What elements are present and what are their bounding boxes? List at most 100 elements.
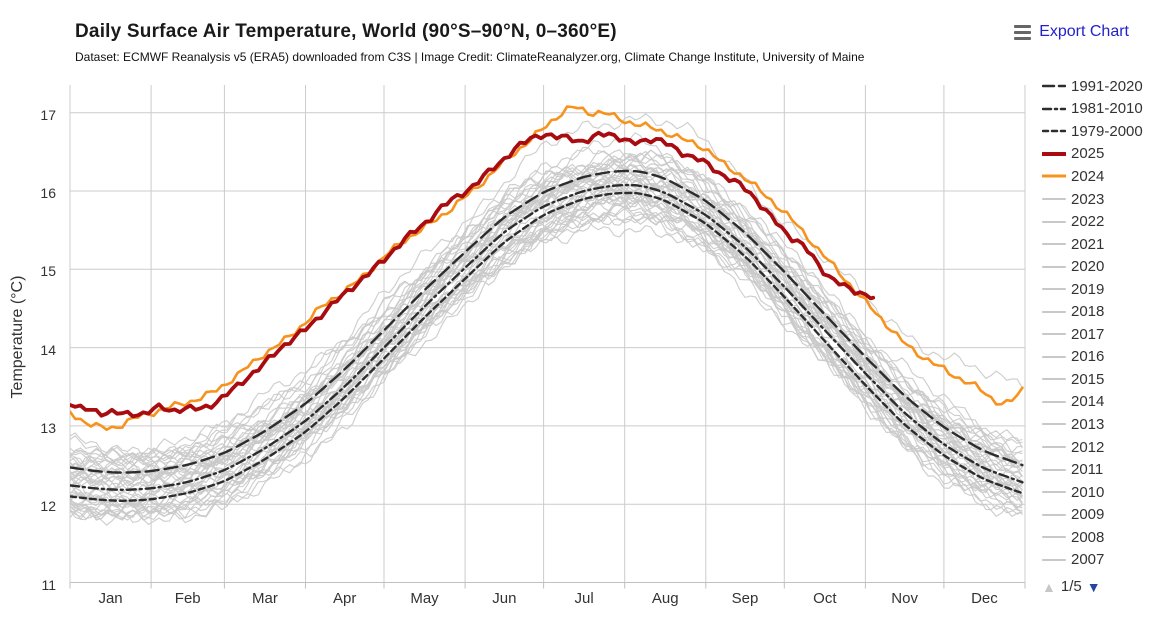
legend-swatch [1042,491,1066,494]
y-tick-label-14: 14 [40,341,56,358]
series-line-2025 [70,130,876,419]
chart-title: Daily Surface Air Temperature, World (90… [75,21,617,42]
legend-item-label: 2025 [1071,145,1105,163]
legend-swatch [1042,310,1066,313]
y-axis-title: Temperature (°C) [9,275,26,399]
legend-item-2015[interactable]: 2015 [1042,368,1150,391]
legend-swatch [1042,174,1066,178]
x-tick-label-Jan: Jan [98,590,123,607]
legend-swatch [1042,265,1066,268]
legend-item-label: 2007 [1071,551,1105,569]
legend-item-label: 2023 [1071,190,1105,208]
legend-swatch [1042,151,1066,156]
legend-swatch [1042,288,1066,291]
legend-item-2024[interactable]: 2024 [1042,165,1150,188]
legend-swatch [1042,355,1066,358]
legend-item-label: 2016 [1071,348,1105,366]
x-tick-label-May: May [410,590,439,607]
legend-item-label: 2013 [1071,415,1105,433]
legend-swatch [1042,130,1066,133]
legend-item-2014[interactable]: 2014 [1042,391,1150,414]
legend-item-2018[interactable]: 2018 [1042,300,1150,323]
legend-item-2007[interactable]: 2007 [1042,548,1150,571]
legend-item-2020[interactable]: 2020 [1042,255,1150,278]
legend-item-label: 2019 [1071,280,1105,298]
legend-swatch [1042,423,1066,426]
series-line-1979-2000 [70,191,1024,502]
legend-item-2011[interactable]: 2011 [1042,458,1150,481]
legend-item-2016[interactable]: 2016 [1042,346,1150,369]
legend-item-label: 2022 [1071,213,1105,231]
menu-icon [1014,24,1032,40]
legend-item-label: 2008 [1071,528,1105,546]
year-line-2005 [70,172,1023,477]
export-chart-button[interactable]: Export Chart [1014,23,1129,41]
legend-item-2012[interactable]: 2012 [1042,436,1150,459]
legend-item-2022[interactable]: 2022 [1042,210,1150,233]
year-line-2020 [70,132,1023,467]
legend-item-label: 2021 [1071,235,1105,253]
legend-item-label: 2011 [1071,461,1104,479]
legend-item-1981-2010[interactable]: 1981-2010 [1042,98,1150,121]
main-series-lines [70,105,1024,502]
year-line-1989 [70,199,1023,517]
legend-item-label: 1991-2020 [1071,77,1143,95]
legend-item-2013[interactable]: 2013 [1042,413,1150,436]
legend-swatch [1042,400,1066,403]
legend: 1991-2020 1981-2010 1979-2000 2025 2024 2023 2… [1042,75,1150,571]
x-tick-label-Jul: Jul [574,590,594,607]
legend-item-2019[interactable]: 2019 [1042,278,1150,301]
year-line-2010 [70,164,1023,480]
legend-page-indicator: 1/5 [1060,578,1082,595]
legend-swatch [1042,220,1066,223]
y-tick-label-15: 15 [40,263,56,280]
legend-swatch [1042,446,1066,449]
legend-item-label: 2009 [1071,506,1105,524]
legend-item-2023[interactable]: 2023 [1042,188,1150,211]
legend-swatch [1042,333,1066,336]
series-line-2024 [70,105,1024,431]
year-line-2009 [70,163,1023,487]
x-tick-label-Jun: Jun [492,590,517,607]
legend-swatch [1042,107,1066,111]
year-line-2015 [70,153,1023,471]
year-line-1982 [70,211,1023,524]
chart-subtitle: Dataset: ECMWF Reanalysis v5 (ERA5) down… [75,50,865,64]
legend-item-label: 2010 [1071,483,1105,501]
legend-swatch [1042,85,1066,88]
legend-swatch [1042,378,1066,381]
year-line-2022 [70,149,1023,468]
y-tick-label-13: 13 [40,419,56,436]
legend-item-label: 2018 [1071,303,1105,321]
export-chart-label: Export Chart [1039,23,1129,40]
year-line-1995 [70,189,1023,502]
legend-item-2017[interactable]: 2017 [1042,323,1150,346]
y-tick-label-17: 17 [40,106,56,123]
legend-item-2008[interactable]: 2008 [1042,526,1150,549]
year-line-1983 [70,193,1023,518]
legend-item-2025[interactable]: 2025 [1042,143,1150,166]
background-year-lines [70,113,1023,526]
year-line-2001 [70,170,1023,492]
legend-item-2010[interactable]: 2010 [1042,481,1150,504]
legend-page-up-icon[interactable]: ▲ [1042,578,1056,595]
legend-item-label: 1979-2000 [1071,122,1143,140]
x-tick-label-Sep: Sep [731,590,759,607]
legend-page-down-icon[interactable]: ▼ [1086,578,1101,595]
x-tick-label-Feb: Feb [174,590,201,607]
legend-item-2021[interactable]: 2021 [1042,233,1150,256]
x-tick-label-Aug: Aug [651,590,679,607]
year-line-2000 [70,179,1023,508]
year-line-2012 [70,172,1023,481]
x-tick-label-Mar: Mar [252,590,278,607]
legend-item-2009[interactable]: 2009 [1042,503,1150,526]
legend-pagination: ▲ 1/5 ▼ [1042,578,1101,595]
series-line-1991-2020 [70,169,1024,474]
legend-item-label: 1981-2010 [1071,100,1143,118]
series-line-1981-2010 [70,183,1024,491]
legend-item-1991-2020[interactable]: 1991-2020 [1042,75,1150,98]
legend-item-1979-2000[interactable]: 1979-2000 [1042,120,1150,143]
legend-swatch [1042,198,1066,200]
